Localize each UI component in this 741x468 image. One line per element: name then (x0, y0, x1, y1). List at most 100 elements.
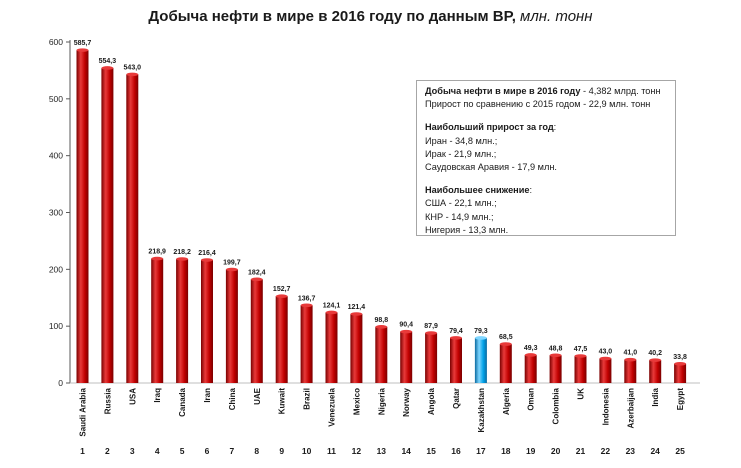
bar-group (300, 303, 313, 383)
bar-cap (450, 336, 462, 340)
bar-value-label: 90,4 (399, 322, 413, 329)
bar-value-label: 543,0 (124, 64, 142, 71)
bar (499, 344, 512, 383)
y-tick-label: 300 (49, 208, 63, 218)
info-box: Добыча нефти в мире в 2016 году - 4,382 … (416, 80, 676, 236)
bar (250, 279, 263, 383)
bar-value-label: 218,9 (148, 249, 166, 256)
rank-label: 15 (426, 446, 436, 456)
bar-value-label: 216,4 (198, 250, 216, 257)
bar (76, 50, 89, 383)
bar-value-label: 47,5 (574, 346, 588, 353)
bar-group (649, 358, 662, 383)
rank-label: 16 (451, 446, 461, 456)
rank-label: 1 (80, 446, 85, 456)
category-label: Egypt (676, 388, 685, 411)
bar-cap (375, 325, 388, 329)
category-label: UAE (253, 387, 262, 405)
info-max-growth-item: Иран - 34,8 млн.; (425, 135, 498, 146)
rank-label: 2 (105, 446, 110, 456)
rank-label: 22 (601, 446, 611, 456)
bar (400, 331, 413, 383)
bar-group (499, 342, 512, 383)
rank-label: 4 (155, 446, 160, 456)
category-label: Qatar (452, 388, 461, 409)
bar-cap (275, 294, 288, 299)
info-max-growth-colon: : (553, 122, 557, 133)
category-label: Colombia (552, 387, 561, 424)
bar-value-label: 40,2 (648, 350, 662, 357)
bar-cap (151, 256, 164, 261)
bar-value-label: 585,7 (74, 40, 92, 47)
info-total-line: Добыча нефти в мире в 2016 году - 4,382 … (425, 85, 675, 98)
bar-cap (549, 353, 562, 358)
info-max-decline-item: Нигерия - 13,3 млн. (425, 224, 509, 235)
bar-value-label: 182,4 (248, 269, 266, 276)
chart-title-main: Добыча нефти в мире в 2016 году по данны… (148, 8, 516, 25)
bar-cap (350, 312, 363, 316)
bar (126, 74, 139, 384)
bar-highlight (474, 337, 487, 383)
info-max-growth-heading: Наибольший прирост за год (425, 122, 554, 133)
bar (549, 355, 562, 383)
bar-group (76, 48, 89, 383)
info-max-decline-colon: : (529, 185, 533, 196)
bar-value-label: 121,4 (348, 304, 366, 311)
category-label: USA (128, 388, 137, 405)
bar-cap (176, 257, 189, 261)
rank-label: 17 (476, 446, 486, 456)
bar (450, 337, 462, 383)
bar-cap (649, 358, 662, 362)
category-label: Mexico (352, 388, 361, 415)
bar (574, 356, 587, 383)
bar-cap (400, 329, 413, 334)
bar-value-label: 136,7 (298, 295, 316, 302)
bars-layer (76, 48, 687, 384)
bar (624, 359, 637, 383)
info-max-growth-item: Ирак - 21,9 млн.; (425, 148, 497, 159)
rank-label: 20 (551, 446, 561, 456)
bar-value-label: 48,8 (549, 345, 563, 352)
bar (649, 360, 662, 383)
bar-cap (624, 357, 637, 362)
rank-label: 5 (180, 446, 185, 456)
y-tick-label: 200 (49, 264, 63, 274)
bar-cap (201, 258, 213, 262)
category-label: Canada (178, 387, 187, 416)
rank-label: 19 (526, 446, 536, 456)
bar-value-label: 41,0 (623, 350, 637, 357)
category-label: Azerbaijan (626, 388, 635, 429)
bar-cap (524, 353, 537, 357)
chart-title: Добыча нефти в мире в 2016 году по данны… (0, 8, 741, 25)
bar (101, 67, 114, 383)
bar-value-label: 199,7 (223, 260, 241, 267)
bar (674, 363, 687, 383)
bar-group (375, 325, 388, 383)
category-label: India (651, 387, 660, 406)
bar-group (549, 353, 562, 383)
bar (524, 354, 537, 383)
bar-group (524, 353, 537, 383)
bar-group (450, 336, 462, 383)
bar-group (350, 312, 363, 383)
rank-label: 24 (650, 446, 660, 456)
bar (151, 258, 164, 383)
bar-value-label: 98,8 (374, 317, 388, 324)
rank-label: 6 (205, 446, 210, 456)
info-max-decline-item: США - 22,1 млн.; (425, 198, 497, 209)
rank-label: 14 (401, 446, 411, 456)
bar-group (599, 356, 612, 383)
chart-title-unit: млн. тонн (520, 8, 593, 25)
bar-group (674, 361, 687, 383)
category-label: Russia (103, 387, 112, 414)
bar-group (325, 310, 338, 383)
bar-value-label: 87,9 (424, 323, 438, 330)
bar-group (624, 357, 637, 383)
bar-cap (599, 356, 612, 361)
category-label: Iraq (153, 388, 162, 403)
bar-cap (325, 310, 338, 315)
bar-value-label: 152,7 (273, 286, 291, 293)
bar (325, 312, 338, 383)
bar (300, 305, 313, 383)
